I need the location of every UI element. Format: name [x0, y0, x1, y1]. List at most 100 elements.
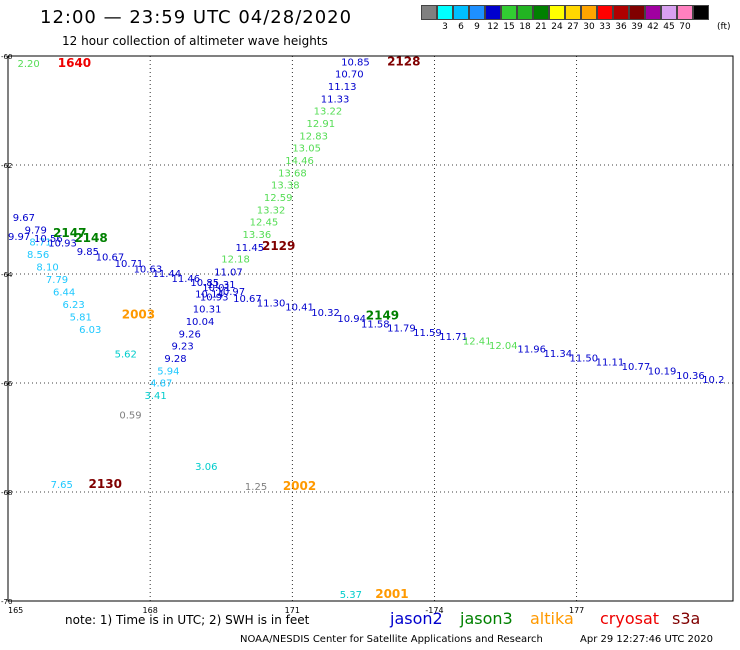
wave-height-label: 10.2 [702, 375, 724, 386]
wave-height-label: 10.36 [676, 371, 705, 382]
wave-height-label: 10.56 [34, 234, 63, 245]
y-tick-label: -64 [1, 271, 13, 279]
wave-height-label: 10.77 [622, 362, 651, 373]
satellite-legend-s3a: s3a [672, 609, 701, 628]
colorbar-swatch [549, 5, 565, 20]
colorbar-swatch [581, 5, 597, 20]
colorbar-unit: (ft) [717, 22, 731, 32]
colorbar-label: 70 [679, 22, 691, 32]
wave-height-label: 10.14 [195, 290, 224, 301]
pass-time-label: 2002 [283, 479, 316, 493]
wave-height-label: 4.87 [150, 378, 172, 389]
wave-height-label: 10.94 [337, 314, 366, 325]
wave-height-label: 10.31 [193, 304, 222, 315]
y-tick-label: -68 [1, 489, 12, 497]
wave-height-label: 6.44 [53, 287, 75, 298]
wave-height-label: 13.05 [292, 144, 321, 155]
wave-height-label: 11.79 [387, 323, 416, 334]
wave-height-label: 13.32 [257, 206, 286, 217]
wave-height-label: 13.68 [278, 169, 307, 180]
wave-height-label: 10.85 [190, 278, 219, 289]
wave-height-label: 11.31 [207, 280, 236, 291]
y-tick-label: -66 [1, 380, 13, 388]
wave-height-label: 1.25 [245, 482, 267, 493]
y-tick-label: -60 [1, 53, 12, 61]
wave-height-label: 10.01 [202, 283, 231, 294]
wave-height-label: 13.22 [314, 107, 343, 118]
wave-height-label: 13.36 [243, 230, 272, 241]
colorbar-label: 18 [519, 22, 531, 32]
colorbar-label: 9 [474, 22, 480, 32]
wave-height-label: 11.71 [439, 332, 468, 343]
colorbar-label: 12 [487, 22, 499, 32]
x-tick-label: 177 [569, 606, 584, 615]
colorbar-label: 33 [599, 22, 611, 32]
wave-height-label: 10.70 [335, 69, 364, 80]
wave-height-label: 12.83 [299, 132, 328, 143]
wave-height-label: 5.37 [340, 590, 362, 601]
wave-height-label: 10.97 [216, 287, 245, 298]
wave-height-label: 9.23 [171, 341, 193, 352]
satellite-legend-jason2: jason2 [390, 609, 443, 628]
wave-height-label: 12.45 [250, 218, 279, 229]
colorbar-label: 42 [647, 22, 659, 32]
wave-height-label: 13.38 [271, 181, 300, 192]
wave-height-label: 11.45 [235, 243, 264, 254]
wave-height-label: 12.59 [264, 193, 293, 204]
credit-line: NOAA/NESDIS Center for Satellite Applica… [240, 634, 543, 645]
wave-height-label: 10.63 [134, 265, 163, 276]
satellite-legend-altika: altika [530, 609, 574, 628]
wave-height-label: 12.04 [489, 341, 518, 352]
wave-height-label: 10.19 [648, 366, 677, 377]
colorbar-swatch [693, 5, 709, 20]
wave-height-label: 9.26 [179, 329, 201, 340]
wave-height-label: 14.46 [285, 156, 314, 167]
wave-height-label: 12.18 [221, 255, 250, 266]
colorbar-swatch [629, 5, 645, 20]
wave-height-label: 10.32 [311, 308, 340, 319]
x-tick-label: 165 [8, 606, 23, 615]
wave-height-label: 11.33 [321, 95, 350, 106]
colorbar-label: 27 [567, 22, 579, 32]
wave-height-label: 10.85 [341, 57, 370, 68]
footnote: note: 1) Time is in UTC; 2) SWH is in fe… [65, 613, 310, 627]
colorbar-label: 45 [663, 22, 675, 32]
wave-height-label: 7.65 [51, 480, 73, 491]
wave-height-label: 6.23 [62, 300, 84, 311]
satellite-legend-jason3: jason3 [460, 609, 513, 628]
wave-height-label: 5.81 [70, 313, 92, 324]
colorbar-label: 21 [535, 22, 547, 32]
colorbar-swatch [453, 5, 469, 20]
wave-height-label: 9.85 [77, 247, 99, 258]
wave-height-label: 11.13 [328, 82, 357, 93]
colorbar-swatch [661, 5, 677, 20]
colorbar-swatch [565, 5, 581, 20]
wave-height-label: 10.04 [186, 317, 215, 328]
colorbar-swatch [469, 5, 485, 20]
wave-height-label: 12.41 [463, 336, 492, 347]
colorbar-label: 30 [583, 22, 595, 32]
y-tick-label: -70 [1, 598, 12, 606]
wave-height-label: 10.67 [233, 294, 262, 305]
wave-height-label: 9.28 [164, 354, 186, 365]
pass-time-label: 2001 [375, 587, 408, 601]
colorbar-swatch [501, 5, 517, 20]
wave-height-label: 10.41 [285, 303, 314, 314]
wave-height-label: 3.41 [144, 391, 166, 402]
wave-height-label: 11.11 [596, 358, 625, 369]
colorbar-label: 6 [458, 22, 464, 32]
colorbar-swatch [597, 5, 613, 20]
plot-subtitle: 12 hour collection of altimeter wave hei… [62, 34, 328, 48]
wave-height-label: 5.94 [157, 366, 179, 377]
wave-height-label: 0.59 [119, 411, 141, 422]
pass-time-label: 2130 [89, 477, 122, 491]
wave-height-label: 11.46 [171, 274, 200, 285]
wave-height-label: 8.56 [27, 250, 49, 261]
colorbar-swatch [533, 5, 549, 20]
wave-height-label: 7.79 [46, 275, 68, 286]
wave-height-label: 10.71 [115, 259, 144, 270]
colorbar-label: 15 [503, 22, 515, 32]
colorbar-swatch [437, 5, 453, 20]
colorbar-label: 36 [615, 22, 627, 32]
